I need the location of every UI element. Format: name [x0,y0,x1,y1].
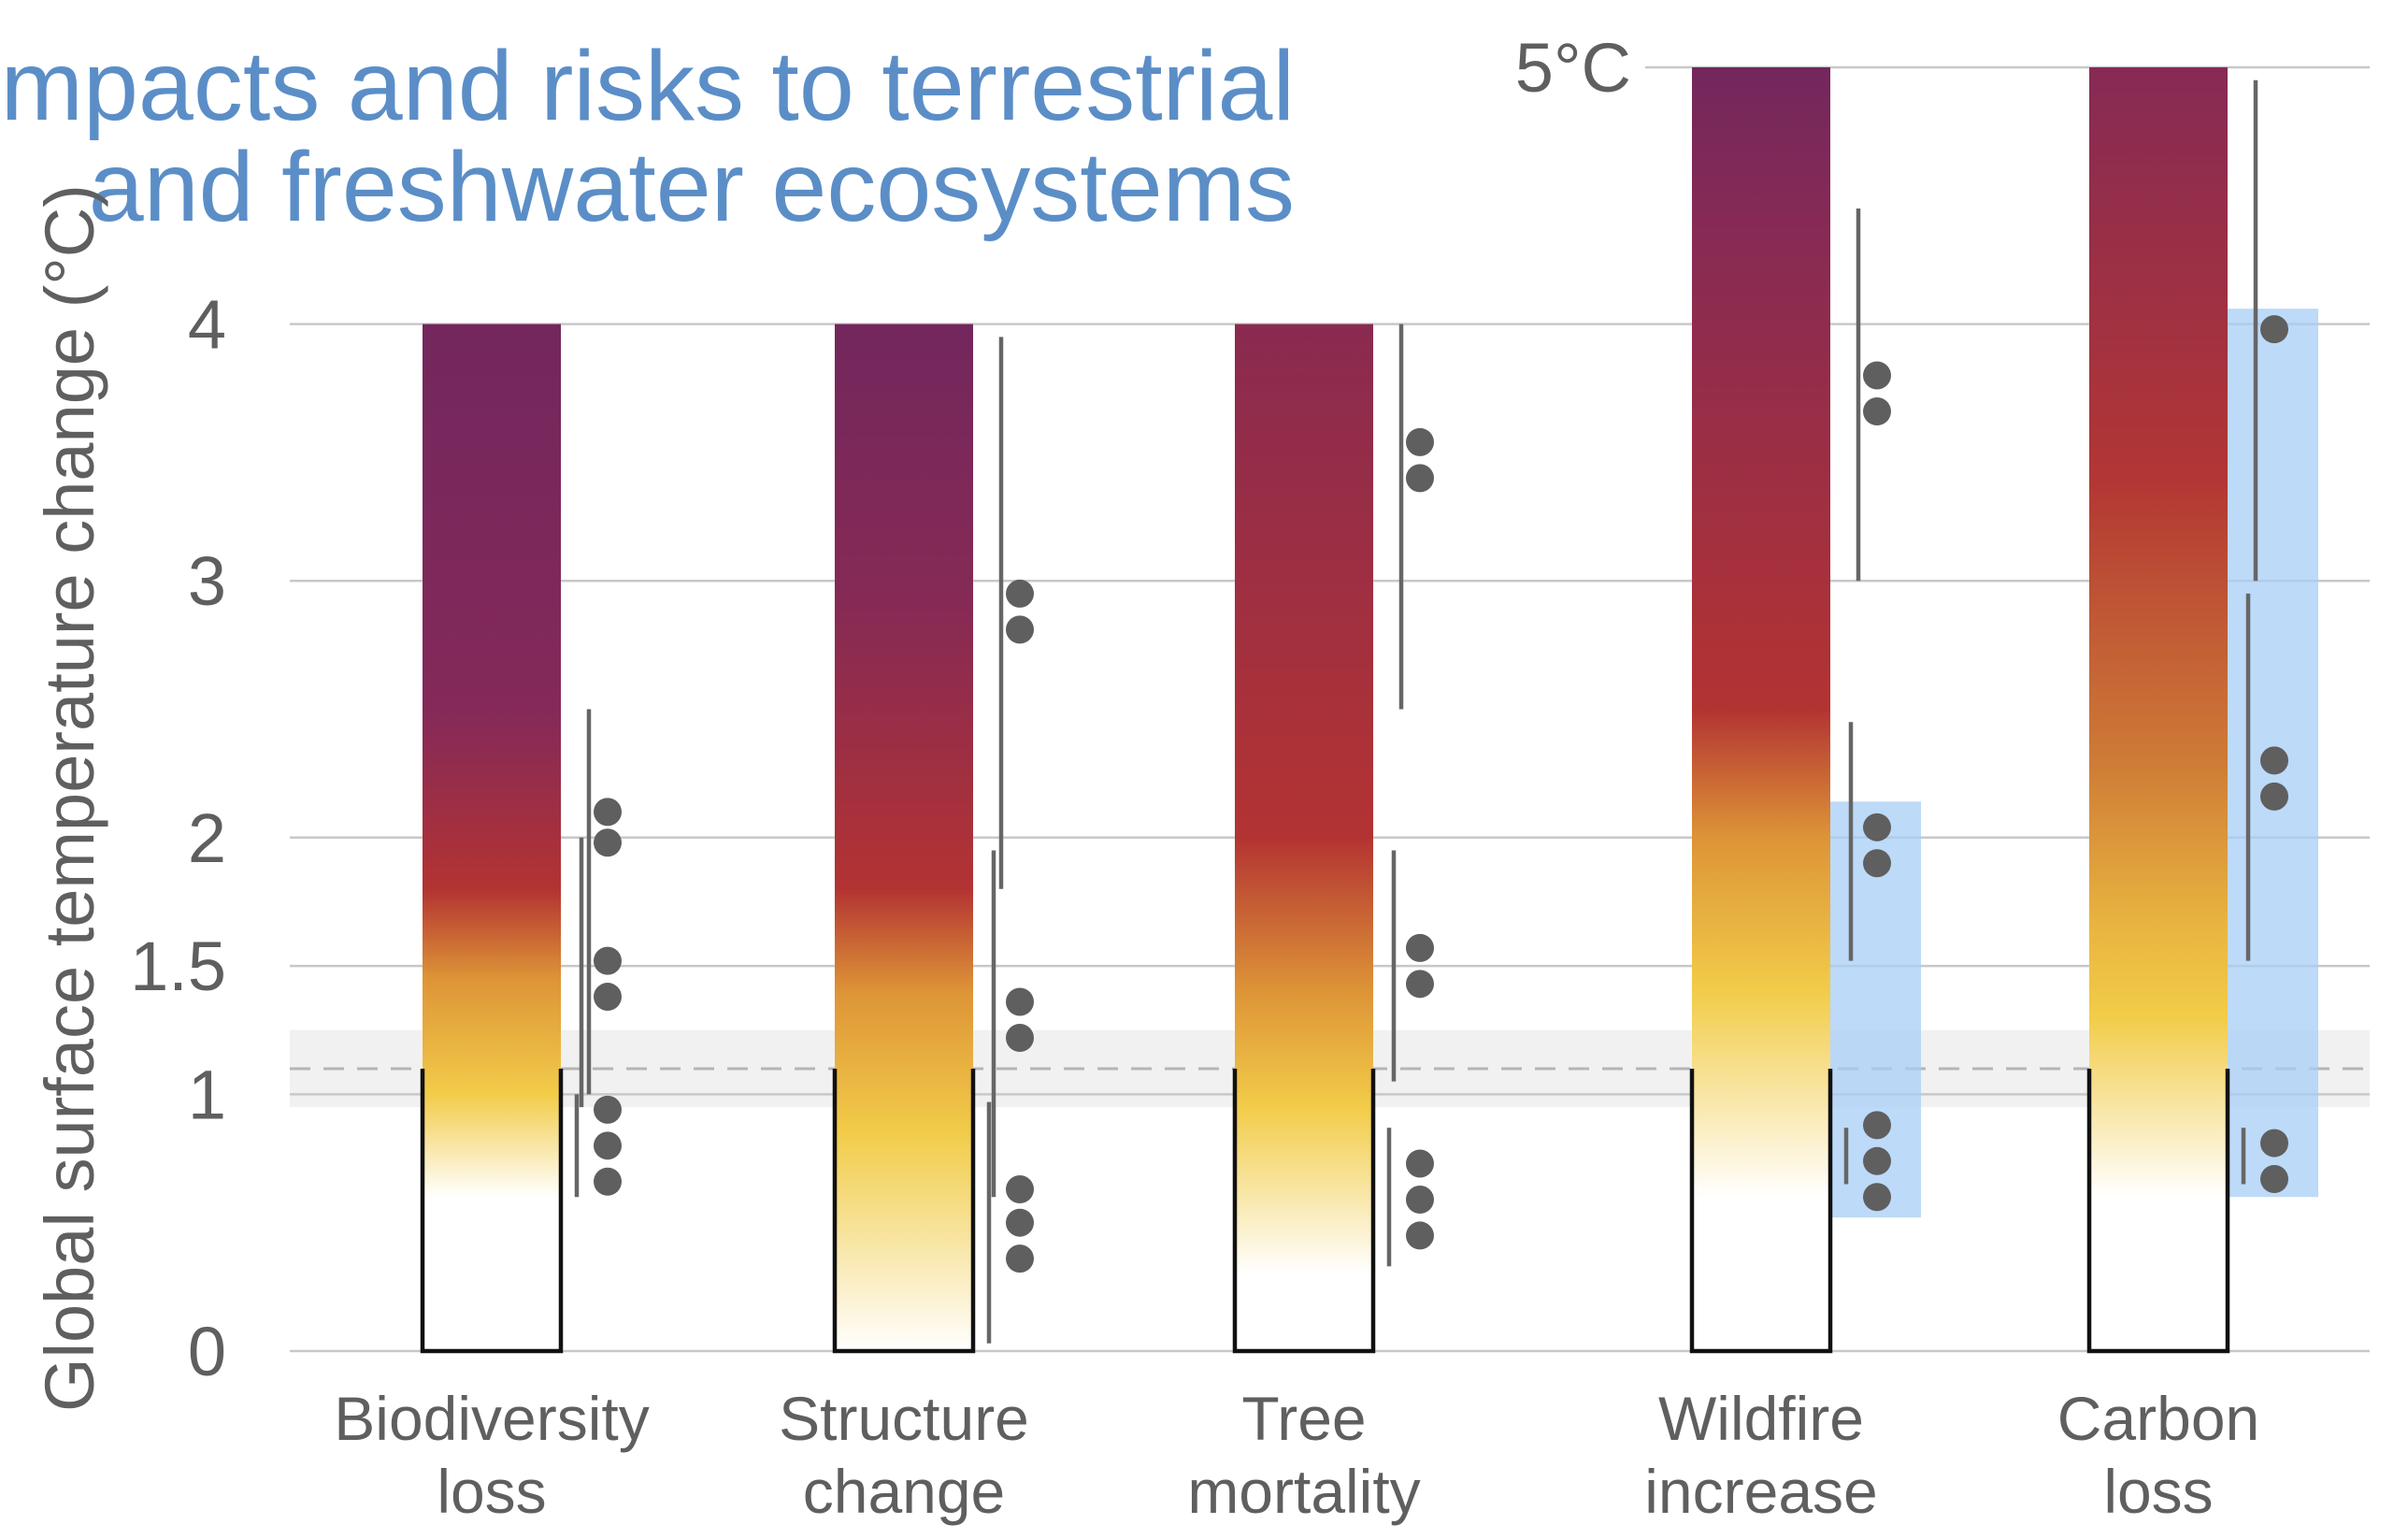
bar-group [1689,67,1921,1354]
confidence-dot [2260,1129,2288,1158]
category-label-line2: increase [1644,1457,1877,1526]
y-tick-label: 4 [188,286,226,364]
category-label-line1: Carbon [2057,1384,2259,1453]
y-tick-label: 5°C [1515,29,1631,107]
confidence-dot [594,983,622,1012]
risk-bar [835,324,973,1352]
risk-bar [1235,324,1373,1352]
y-tick-label: 0 [188,1313,226,1390]
confidence-dot [594,1131,622,1160]
confidence-dot [1006,579,1034,608]
risk-bar [1692,67,1830,1351]
category-label-line2: loss [2103,1457,2213,1526]
bar-outline [1689,1068,1833,1354]
confidence-dot [1863,1111,1891,1140]
y-tick-label: 1 [188,1056,226,1133]
bar-outline [2086,1068,2230,1354]
category-label-line2: change [803,1457,1006,1526]
risk-bar [423,324,561,1352]
bar-group [420,324,622,1354]
confidence-dot [1006,1244,1034,1273]
category-label-line1: Biodiversity [334,1384,649,1453]
confidence-dot [594,1167,622,1196]
confidence-dot [594,946,622,975]
confidence-dot [1406,427,1434,456]
confidence-dot [1863,1183,1891,1212]
confidence-dot [594,1095,622,1124]
category-labels: BiodiversitylossStructurechangeTreemorta… [334,1384,2259,1526]
y-tick-label: 3 [188,542,226,620]
y-axis-label: Global surface temperature change (°C) [31,184,108,1412]
confidence-dot [594,798,622,827]
y-tick-labels: 0 1 1.5 2 3 4 5°C [130,29,1631,1390]
y-tick-label: 2 [188,799,226,877]
bar-outline [832,1068,976,1354]
confidence-dot [1406,970,1434,999]
confidence-dot [1006,987,1034,1016]
confidence-dot [594,828,622,857]
confidence-dot [1863,849,1891,878]
bar-outline [420,1068,564,1354]
category-label-line1: Wildfire [1658,1384,1864,1453]
confidence-dot [1863,396,1891,425]
chart-title-line2: and freshwater ecosystems [89,132,1295,242]
bar-group [832,324,1034,1354]
confidence-dot [2260,782,2288,811]
y-tick-label: 1.5 [130,928,226,1005]
category-label-line2: mortality [1187,1457,1420,1526]
confidence-dot [2260,746,2288,775]
confidence-dot [1406,933,1434,962]
confidence-dot [1006,615,1034,644]
confidence-dot [1863,1146,1891,1175]
category-label-line1: Tree [1241,1384,1366,1453]
confidence-dot [1006,1175,1034,1204]
risk-bar [2089,67,2228,1351]
confidence-dot [1406,1185,1434,1214]
chart-title-line1: (c) Impacts and risks to terrestrial [0,31,1295,141]
bar-outline [1232,1068,1376,1354]
confidence-dot [1863,361,1891,390]
confidence-dot [1006,1023,1034,1052]
confidence-dot [1006,1208,1034,1237]
bars [420,67,2318,1354]
category-label-line2: loss [437,1457,546,1526]
bar-group [1232,324,1434,1354]
confidence-dot [2260,315,2288,344]
category-label-line1: Structure [779,1384,1029,1453]
confidence-dot [1406,464,1434,493]
confidence-dot [2260,1165,2288,1194]
confidence-dot [1406,1149,1434,1178]
confidence-dot [1863,813,1891,841]
bar-group [2086,67,2318,1354]
confidence-dot [1406,1221,1434,1250]
